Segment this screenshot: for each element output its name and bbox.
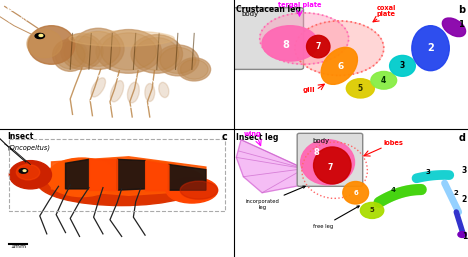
Text: 6: 6 xyxy=(337,62,344,71)
Text: 2: 2 xyxy=(462,195,467,204)
Text: 1: 1 xyxy=(458,20,464,29)
Text: plate: plate xyxy=(377,11,395,17)
Ellipse shape xyxy=(442,18,466,36)
FancyBboxPatch shape xyxy=(297,133,363,186)
Text: 1mm: 1mm xyxy=(10,244,26,249)
Ellipse shape xyxy=(307,35,330,58)
Ellipse shape xyxy=(101,33,157,70)
Ellipse shape xyxy=(371,71,397,89)
Ellipse shape xyxy=(127,82,139,103)
Ellipse shape xyxy=(61,33,103,69)
Ellipse shape xyxy=(166,177,218,203)
Ellipse shape xyxy=(390,56,416,76)
Ellipse shape xyxy=(28,26,75,64)
Text: Insect: Insect xyxy=(7,132,33,141)
Ellipse shape xyxy=(9,161,51,189)
Text: 5: 5 xyxy=(358,84,363,93)
Text: Crustacean: Crustacean xyxy=(7,4,56,13)
Ellipse shape xyxy=(37,159,206,206)
Circle shape xyxy=(23,170,26,171)
Ellipse shape xyxy=(69,31,175,46)
Text: 7: 7 xyxy=(315,42,321,51)
Ellipse shape xyxy=(346,79,374,98)
Circle shape xyxy=(458,232,467,237)
Text: tergal plate: tergal plate xyxy=(278,2,321,8)
Text: gill: gill xyxy=(303,87,315,93)
Text: a: a xyxy=(220,4,227,14)
Text: d: d xyxy=(459,133,466,143)
Text: lobes: lobes xyxy=(383,140,403,145)
Ellipse shape xyxy=(96,30,161,73)
Ellipse shape xyxy=(157,45,199,76)
Text: c: c xyxy=(221,132,227,142)
Ellipse shape xyxy=(73,28,124,69)
Text: 1: 1 xyxy=(462,232,467,241)
Text: body: body xyxy=(242,12,259,17)
Ellipse shape xyxy=(47,158,117,197)
Ellipse shape xyxy=(360,203,384,218)
Text: 4: 4 xyxy=(381,76,387,85)
Ellipse shape xyxy=(53,39,88,71)
Circle shape xyxy=(19,169,28,173)
Text: (Parhyale): (Parhyale) xyxy=(7,15,41,22)
Text: coxal: coxal xyxy=(376,5,396,11)
Ellipse shape xyxy=(180,181,218,199)
Ellipse shape xyxy=(76,31,120,66)
Text: 1mm: 1mm xyxy=(10,116,26,122)
Text: (Oncopeltus): (Oncopeltus) xyxy=(7,144,50,151)
FancyBboxPatch shape xyxy=(233,8,304,69)
Text: body: body xyxy=(312,137,329,144)
Text: b: b xyxy=(459,5,466,15)
Text: 3: 3 xyxy=(462,166,467,175)
Ellipse shape xyxy=(64,36,100,67)
Ellipse shape xyxy=(131,35,183,73)
Text: free leg: free leg xyxy=(313,206,359,229)
Text: 3: 3 xyxy=(426,169,431,175)
Ellipse shape xyxy=(314,147,351,184)
Ellipse shape xyxy=(55,42,85,69)
Text: Insect leg: Insect leg xyxy=(236,133,279,142)
Text: 2: 2 xyxy=(427,43,434,53)
Polygon shape xyxy=(117,159,145,190)
Ellipse shape xyxy=(159,82,169,98)
Text: incorporated
leg: incorporated leg xyxy=(245,186,305,210)
Ellipse shape xyxy=(262,26,318,61)
Ellipse shape xyxy=(110,81,124,102)
Circle shape xyxy=(35,33,44,39)
Text: Crustacean leg: Crustacean leg xyxy=(236,5,301,14)
Polygon shape xyxy=(51,157,206,195)
Text: wing: wing xyxy=(244,131,262,137)
Ellipse shape xyxy=(135,38,179,70)
Text: 8: 8 xyxy=(313,148,319,157)
Polygon shape xyxy=(236,140,304,193)
Circle shape xyxy=(39,34,43,36)
Ellipse shape xyxy=(160,47,196,74)
Ellipse shape xyxy=(301,140,355,185)
Polygon shape xyxy=(66,159,89,189)
Text: 8: 8 xyxy=(282,40,289,50)
Ellipse shape xyxy=(412,26,449,71)
Polygon shape xyxy=(168,164,206,190)
Ellipse shape xyxy=(295,21,384,76)
Text: 3: 3 xyxy=(400,61,405,70)
Ellipse shape xyxy=(16,164,40,180)
Text: 2: 2 xyxy=(454,190,459,196)
Ellipse shape xyxy=(321,47,358,84)
Text: 5: 5 xyxy=(370,207,374,213)
Ellipse shape xyxy=(180,60,208,79)
Ellipse shape xyxy=(260,13,349,64)
Ellipse shape xyxy=(145,84,154,102)
Text: 7: 7 xyxy=(327,162,333,172)
Ellipse shape xyxy=(91,78,105,97)
Ellipse shape xyxy=(27,30,62,58)
Ellipse shape xyxy=(343,181,369,204)
Text: 4: 4 xyxy=(391,187,395,192)
Text: 6: 6 xyxy=(353,190,358,196)
Ellipse shape xyxy=(178,58,211,81)
